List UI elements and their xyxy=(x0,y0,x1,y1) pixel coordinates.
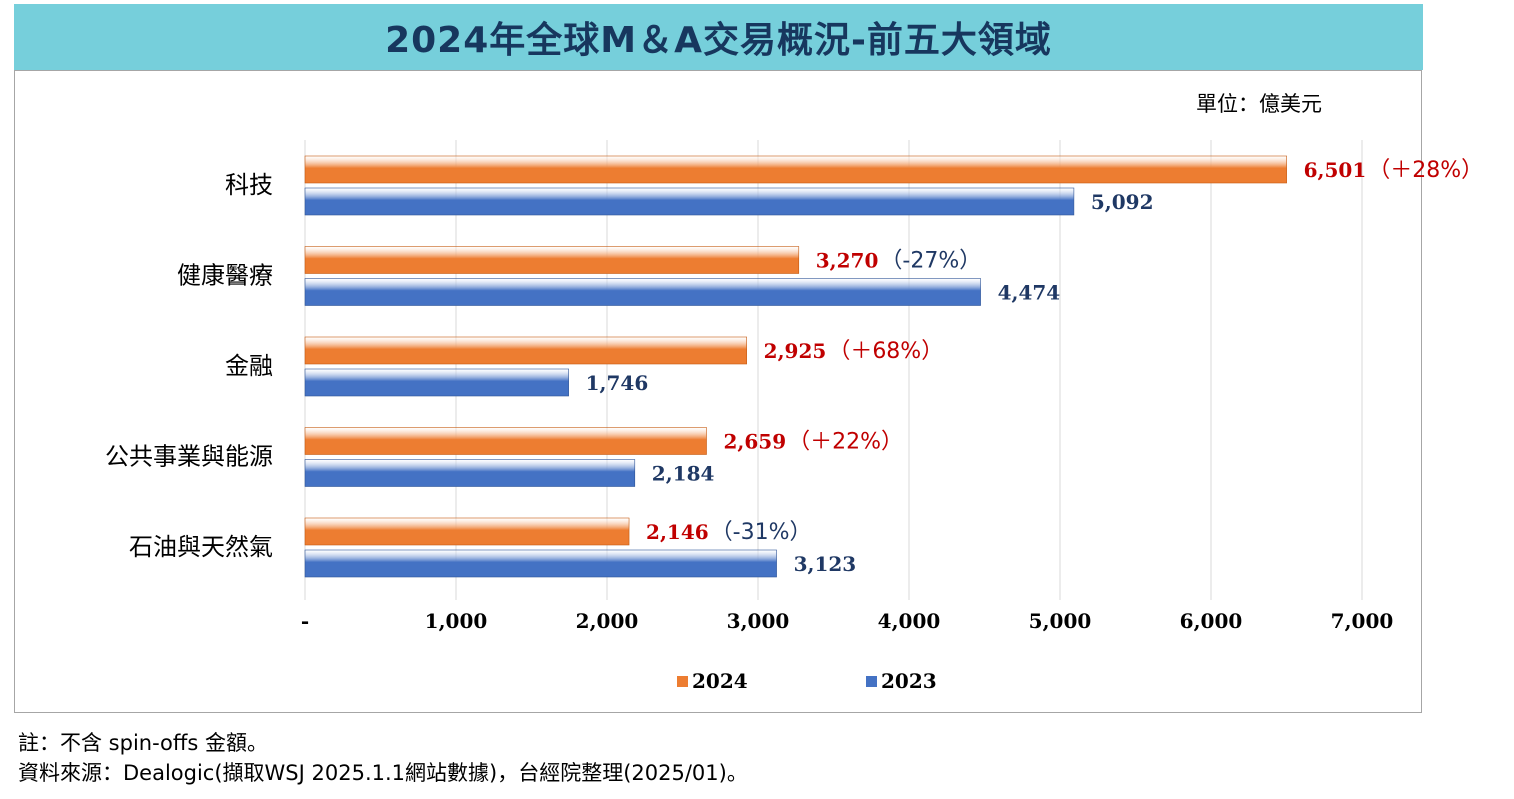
x-tick-label: 3,000 xyxy=(727,609,790,633)
category-label: 石油與天然氣 xyxy=(129,533,273,561)
chart-title: 2024年全球M＆A交易概況-前五大領域 xyxy=(385,20,1052,61)
change-label: （＋22%） xyxy=(788,430,903,455)
data-label-2023: 2,184 xyxy=(652,462,715,486)
chart-title-bar: 2024年全球M＆A交易概況-前五大領域 xyxy=(14,4,1423,70)
legend-swatch-2024 xyxy=(677,676,688,687)
category-label: 金融 xyxy=(225,352,273,380)
data-label-2023: 1,746 xyxy=(586,371,649,395)
x-tick-label: 1,000 xyxy=(425,609,488,633)
change-label: （＋68%） xyxy=(828,339,943,364)
category-label: 公共事業與能源 xyxy=(105,443,273,471)
bar-2024 xyxy=(304,246,800,274)
bar-2023 xyxy=(304,549,777,578)
x-tick-label: 6,000 xyxy=(1180,609,1243,633)
unit-label: 單位：億美元 xyxy=(1196,92,1322,116)
x-tick-label: 7,000 xyxy=(1331,609,1394,633)
data-label-2024: 2,659 xyxy=(724,430,787,454)
data-label-2024: 3,270 xyxy=(816,249,879,273)
footnote-note: 註：不含 spin-offs 金額。 xyxy=(18,731,268,755)
bar-2024 xyxy=(304,336,747,365)
data-label-2023: 5,092 xyxy=(1091,190,1154,214)
change-label: （-31%） xyxy=(711,520,812,545)
category-label: 健康醫療 xyxy=(177,262,273,290)
data-label-2023: 3,123 xyxy=(794,552,857,576)
bar-2024 xyxy=(304,427,707,455)
bar-2023 xyxy=(304,368,569,397)
bar-2024 xyxy=(304,155,1287,184)
bar-2023 xyxy=(304,278,981,306)
legend-label-2023: 2023 xyxy=(881,669,937,693)
change-label: （-27%） xyxy=(880,249,981,274)
legend-swatch-2023 xyxy=(866,676,877,687)
x-tick-label: 5,000 xyxy=(1029,609,1092,633)
x-tick-label: 4,000 xyxy=(878,609,941,633)
footnote-source: 資料來源：Dealogic(擷取WSJ 2025.1.1網站數據)，台經院整理(… xyxy=(18,761,748,785)
category-label: 科技 xyxy=(225,171,273,199)
x-tick-label: - xyxy=(301,609,309,633)
legend-label-2024: 2024 xyxy=(692,669,748,693)
data-label-2024: 2,146 xyxy=(646,520,709,544)
bar-2023 xyxy=(304,459,636,487)
change-label: （＋28%） xyxy=(1368,158,1483,183)
x-tick-label: 2,000 xyxy=(576,609,639,633)
bar-2023 xyxy=(304,187,1075,216)
data-label-2024: 2,925 xyxy=(764,339,827,363)
data-label-2023: 4,474 xyxy=(998,281,1061,305)
data-label-2024: 6,501 xyxy=(1304,158,1367,182)
bar-2024 xyxy=(304,517,630,546)
